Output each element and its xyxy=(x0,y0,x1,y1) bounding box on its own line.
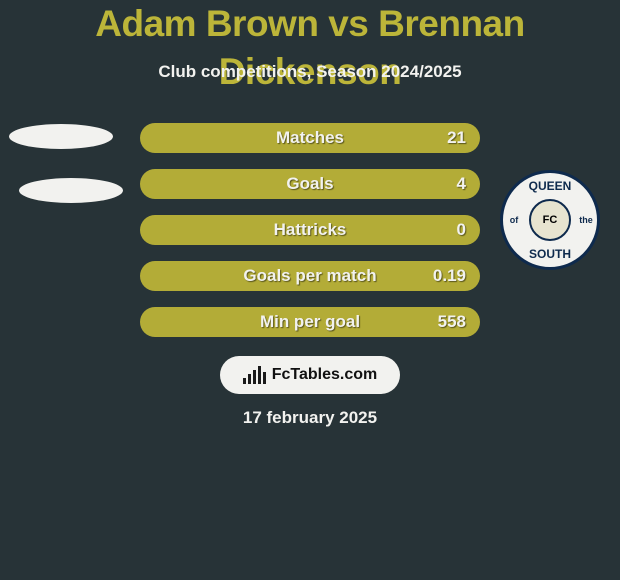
page-subtitle: Club competitions, Season 2024/2025 xyxy=(0,62,620,82)
stat-row-inner: Goals4 xyxy=(140,169,480,199)
stat-label: Min per goal xyxy=(210,312,410,332)
stat-label: Goals per match xyxy=(210,266,410,286)
stat-value-right: 4 xyxy=(410,174,480,194)
badge-top-text: QUEEN xyxy=(503,179,597,193)
player-avatar-ellipse xyxy=(9,124,113,149)
stat-row: Hattricks0 xyxy=(140,215,480,245)
badge-bottom-text: SOUTH xyxy=(503,247,597,261)
stat-value-right: 558 xyxy=(410,312,480,332)
stat-row-inner: Min per goal558 xyxy=(140,307,480,337)
stat-row: Min per goal558 xyxy=(140,307,480,337)
stat-label: Matches xyxy=(210,128,410,148)
stat-value-right: 0 xyxy=(410,220,480,240)
club-badge: QUEEN SOUTH of the FC xyxy=(500,170,600,270)
stat-label: Hattricks xyxy=(210,220,410,240)
badge-right-text: the xyxy=(539,215,600,225)
stat-label: Goals xyxy=(210,174,410,194)
player-avatar-ellipse xyxy=(19,178,123,203)
fctables-logo: FcTables.com xyxy=(220,356,400,394)
stat-value-right: 21 xyxy=(410,128,480,148)
stat-row: Goals4 xyxy=(140,169,480,199)
date-line: 17 february 2025 xyxy=(0,408,620,428)
stat-row: Goals per match0.19 xyxy=(140,261,480,291)
stage: Adam Brown vs Brennan Dickenson Club com… xyxy=(0,0,620,580)
stat-row-inner: Goals per match0.19 xyxy=(140,261,480,291)
bar-chart-icon xyxy=(243,366,266,384)
stat-row-inner: Hattricks0 xyxy=(140,215,480,245)
stat-row: Matches21 xyxy=(140,123,480,153)
logo-text: FcTables.com xyxy=(272,366,378,384)
stat-value-right: 0.19 xyxy=(410,266,480,286)
stat-row-inner: Matches21 xyxy=(140,123,480,153)
